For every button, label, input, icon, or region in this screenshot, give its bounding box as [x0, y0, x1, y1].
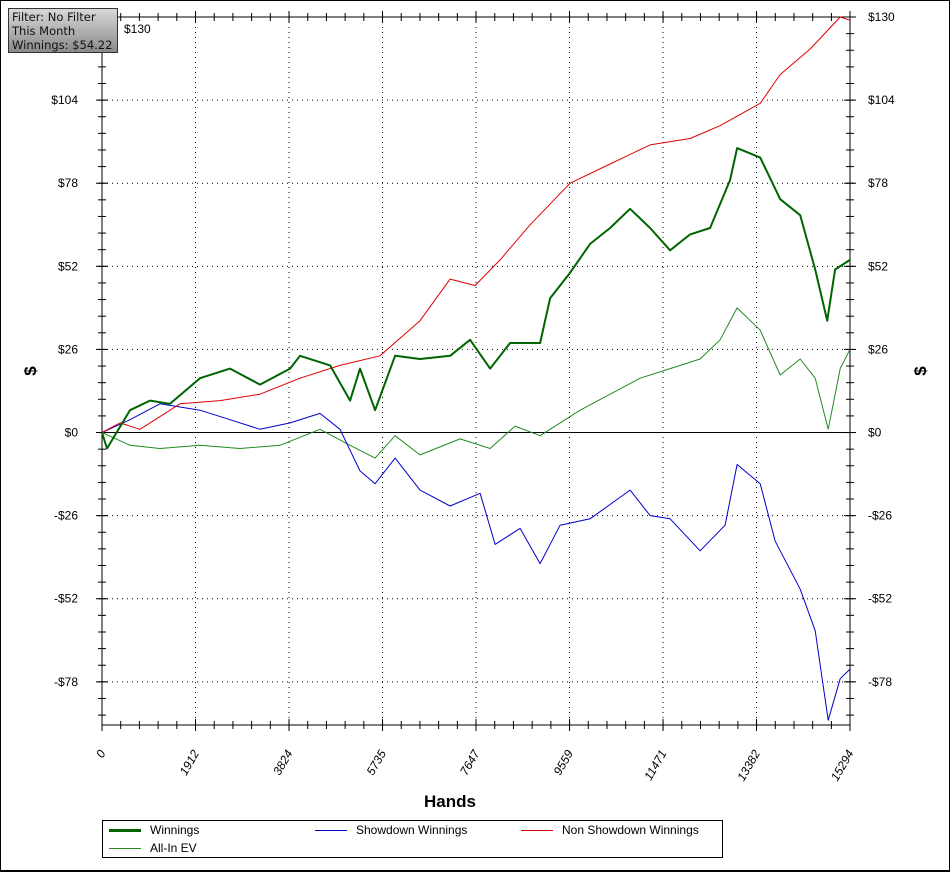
legend-label: All-In EV	[150, 841, 197, 855]
legend-swatch	[109, 847, 141, 849]
x-tick-label: 3824	[270, 747, 296, 777]
y-tick-label-left: $130	[124, 22, 151, 36]
legend-item-showdown: Showdown Winnings	[315, 823, 467, 837]
y-tick-label-right: $104	[868, 93, 895, 107]
x-axis-title: Hands	[424, 792, 476, 811]
x-tick-label: 7647	[457, 746, 483, 777]
y-axis-title-right: $	[911, 366, 930, 376]
x-tick-label: 11471	[641, 748, 669, 783]
y-tick-label-right: $78	[868, 176, 888, 190]
y-tick-label-left: $52	[58, 259, 78, 273]
series-lines	[101, 16, 851, 721]
series-winnings	[101, 147, 851, 450]
y-tick-label-left: $104	[51, 93, 78, 107]
x-tick-label: 5735	[364, 747, 390, 777]
y-tick-label-right: -$26	[868, 509, 892, 523]
x-tick-label: 15294	[828, 747, 857, 783]
y-tick-label-right: $26	[868, 342, 888, 356]
period-label: This Month	[12, 24, 76, 38]
legend-swatch	[521, 829, 553, 831]
x-tick-label: 1912	[177, 747, 203, 777]
legend-label: Showdown Winnings	[356, 823, 468, 837]
legend-swatch	[315, 829, 347, 831]
series-non-showdown-winnings	[101, 16, 851, 433]
series-showdown-winnings	[101, 403, 851, 721]
legend-label: Winnings	[150, 823, 200, 837]
y-tick-label-right: $130	[868, 10, 895, 24]
y-tick-label-left: -$26	[54, 509, 78, 523]
y-tick-label-left: $26	[58, 342, 78, 356]
legend-item-winnings: Winnings	[109, 823, 199, 837]
x-tick-label: 13382	[734, 747, 763, 783]
y-tick-label-right: $52	[868, 259, 888, 273]
filter-label: Filter: No Filter	[12, 10, 96, 24]
y-tick-label-left: -$52	[54, 592, 78, 606]
y-tick-label-left: $78	[58, 176, 78, 190]
y-tick-label-right: -$78	[868, 675, 892, 689]
legend-swatch	[109, 828, 141, 832]
legend-item-non-showdown: Non Showdown Winnings	[521, 823, 699, 837]
filter-info-box: Filter: No Filter This Month Winnings: $…	[8, 8, 118, 53]
y-tick-label-left: $0	[65, 426, 79, 440]
winnings-label: Winnings: $54.22	[12, 38, 113, 52]
y-tick-label-right: $0	[868, 426, 882, 440]
grid	[102, 17, 850, 725]
legend-item-allin-ev: All-In EV	[109, 841, 197, 855]
series-all-in-ev	[101, 307, 851, 459]
y-axis-title-left: $	[21, 366, 40, 376]
legend-label: Non Showdown Winnings	[562, 823, 699, 837]
y-tick-label-right: -$52	[868, 592, 892, 606]
x-tick-label: 0	[93, 747, 109, 760]
y-tick-label-left: -$78	[54, 675, 78, 689]
legend: Winnings Showdown Winnings Non Showdown …	[102, 820, 723, 858]
x-tick-label: 9559	[551, 747, 577, 777]
